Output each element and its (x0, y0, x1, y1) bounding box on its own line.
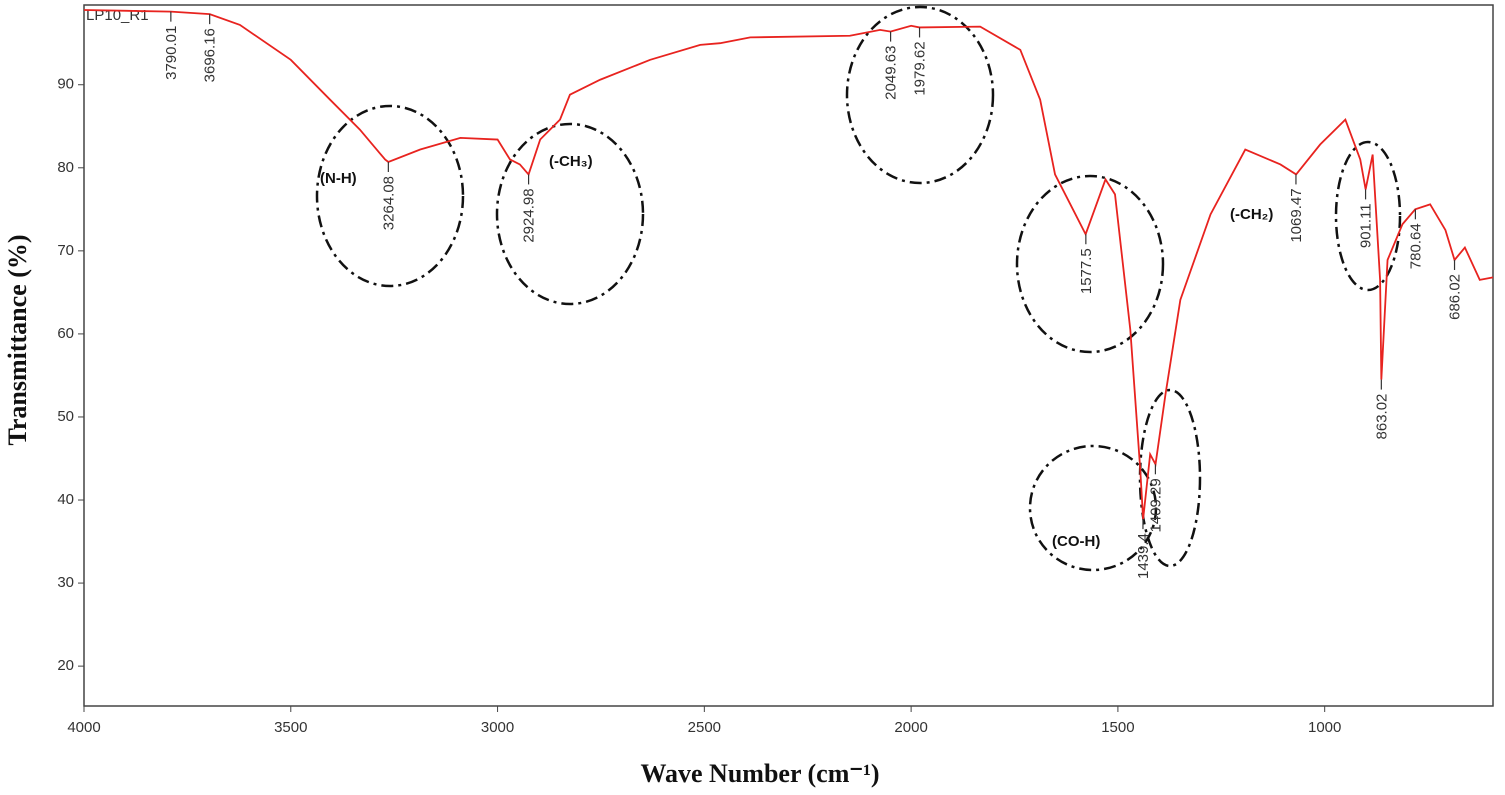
group-label: (N-H) (320, 170, 357, 187)
peak-label: 1439.4 (1135, 533, 1152, 579)
x-tick-label: 3000 (481, 719, 514, 736)
group-label: (CO-H) (1052, 533, 1100, 550)
peak-label: 1409.29 (1147, 478, 1164, 532)
y-axis-title: Transmittance (%) (3, 234, 32, 445)
peak-label: 3264.08 (380, 176, 397, 230)
annotation-circle (495, 122, 645, 306)
x-tick-label: 4000 (67, 719, 100, 736)
y-tick-label: 60 (57, 325, 74, 342)
annotation-circle (1138, 388, 1202, 568)
x-tick-label: 2000 (894, 719, 927, 736)
peak-label: 2049.63 (883, 46, 900, 100)
x-tick-label: 3500 (274, 719, 307, 736)
spectrum-line (83, 9, 1494, 520)
group-label: (-CH₂) (1230, 206, 1273, 223)
annotation-circle (1015, 174, 1165, 354)
peak-label: 901.11 (1358, 203, 1375, 248)
peak-label: 3696.16 (202, 28, 219, 82)
annotation-circle (845, 5, 995, 185)
peak-label: 1979.62 (912, 41, 929, 95)
y-tick-label: 70 (57, 242, 74, 259)
y-tick-label: 30 (57, 574, 74, 591)
annotation-circle (1334, 140, 1402, 292)
peak-label: 1069.47 (1288, 188, 1305, 242)
peak-label: 1577.5 (1078, 248, 1095, 294)
annotation-circle (315, 104, 465, 288)
peak-label: 686.02 (1447, 274, 1464, 320)
peak-label: 2924.98 (521, 188, 538, 242)
group-label: (-CH₃) (549, 153, 593, 170)
y-tick-label: 50 (57, 408, 74, 425)
plot-frame (83, 4, 1494, 707)
x-tick-label: 1000 (1308, 719, 1341, 736)
peak-label: 863.02 (1373, 394, 1390, 440)
peak-label: 3790.01 (163, 26, 180, 80)
y-tick-label: 80 (57, 159, 74, 176)
annotation-circle (1028, 444, 1158, 572)
y-tick-label: 20 (57, 657, 74, 674)
x-tick-label: 2500 (688, 719, 721, 736)
x-tick-label: 1500 (1101, 719, 1134, 736)
x-axis-title: Wave Number (cm⁻¹) (640, 759, 879, 788)
y-tick-label: 90 (57, 76, 74, 93)
y-tick-label: 40 (57, 491, 74, 508)
peak-label: 780.64 (1407, 223, 1424, 269)
